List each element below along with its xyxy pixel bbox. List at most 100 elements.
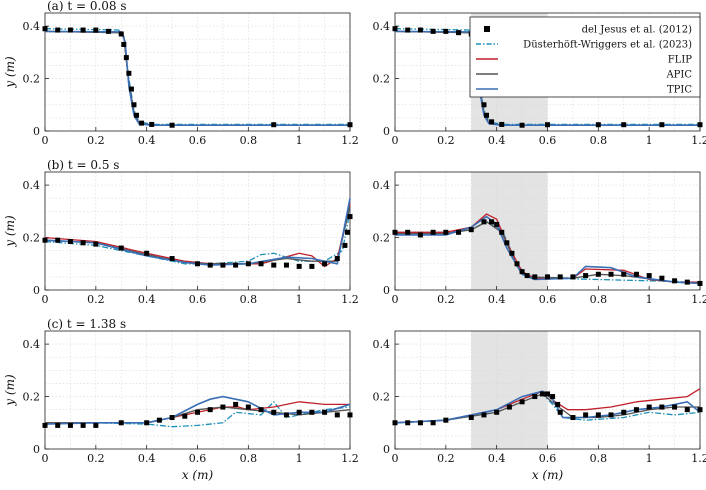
data-point-del-jesus <box>519 122 525 128</box>
data-point-del-jesus <box>557 409 563 415</box>
data-point-del-jesus <box>697 407 703 413</box>
y-axis-label: y (m) <box>3 374 17 407</box>
data-point-del-jesus <box>220 262 226 268</box>
x-tick-label: 0.6 <box>539 452 557 465</box>
x-tick-label: 1 <box>296 134 303 147</box>
x-tick-label: 1 <box>646 452 653 465</box>
y-tick-label: 0.2 <box>373 391 391 404</box>
x-tick-label: 1 <box>296 293 303 306</box>
data-point-del-jesus <box>583 412 589 418</box>
y-tick-label: 0 <box>33 443 40 456</box>
data-point-del-jesus <box>499 121 505 127</box>
data-point-del-jesus <box>283 262 289 268</box>
data-point-del-jesus <box>570 415 576 421</box>
data-point-del-jesus <box>118 31 124 37</box>
series-line-tpic <box>44 395 351 425</box>
data-point-del-jesus <box>697 122 703 128</box>
panel-title: (b) t = 0.5 s <box>47 158 119 172</box>
data-point-del-jesus <box>456 229 462 235</box>
y-tick-label: 0.2 <box>23 391 41 404</box>
x-tick-label: 0.2 <box>87 452 105 465</box>
data-point-del-jesus <box>481 102 487 108</box>
data-point-del-jesus <box>468 415 474 421</box>
x-tick-label: 0 <box>42 452 49 465</box>
data-point-del-jesus <box>322 261 328 267</box>
y-tick-label: 0.4 <box>23 338 41 351</box>
data-point-del-jesus <box>443 229 449 235</box>
y-tick-label: 0.4 <box>373 179 391 192</box>
data-point-del-jesus <box>392 420 398 426</box>
x-tick-label: 0.8 <box>240 452 258 465</box>
data-point-del-jesus <box>93 27 99 33</box>
data-point-del-jesus <box>258 407 264 413</box>
data-point-del-jesus <box>504 240 510 246</box>
x-tick-label: 1.2 <box>341 293 359 306</box>
x-tick-label: 0.8 <box>240 293 258 306</box>
data-point-del-jesus <box>207 262 213 268</box>
legend-label-del_jesus: del Jesus et al. (2012) <box>582 25 692 36</box>
data-point-del-jesus <box>646 404 652 410</box>
data-point-del-jesus <box>121 41 127 47</box>
data-point-del-jesus <box>42 237 48 243</box>
data-point-del-jesus <box>697 280 703 286</box>
data-point-del-jesus <box>557 274 563 280</box>
data-point-del-jesus <box>430 28 436 34</box>
x-tick-label: 1.2 <box>691 293 706 306</box>
data-point-del-jesus <box>80 240 86 246</box>
x-tick-label: 1 <box>646 134 653 147</box>
data-point-del-jesus <box>684 279 690 285</box>
data-point-del-jesus <box>524 273 530 279</box>
data-point-del-jesus <box>334 256 340 262</box>
x-tick-label: 0 <box>42 134 49 147</box>
data-point-del-jesus <box>570 274 576 280</box>
x-tick-label: 1.2 <box>691 452 706 465</box>
x-tick-label: 0.8 <box>590 293 608 306</box>
data-point-del-jesus <box>118 420 124 426</box>
data-point-del-jesus <box>532 274 538 280</box>
x-tick-label: 0.4 <box>488 293 506 306</box>
data-point-del-jesus <box>405 27 411 33</box>
data-point-del-jesus <box>67 422 73 428</box>
data-point-del-jesus <box>169 415 175 421</box>
data-point-del-jesus <box>417 27 423 33</box>
data-point-del-jesus <box>481 412 487 418</box>
data-point-del-jesus <box>144 250 150 256</box>
data-point-del-jesus <box>468 227 474 233</box>
data-point-del-jesus <box>430 420 436 426</box>
data-point-del-jesus <box>595 122 601 128</box>
data-point-del-jesus <box>134 112 139 118</box>
x-tick-label: 0.4 <box>138 134 156 147</box>
y-axis-label: y (m) <box>3 56 17 89</box>
x-tick-label: 0.8 <box>590 134 608 147</box>
data-point-del-jesus <box>233 401 239 407</box>
data-point-del-jesus <box>42 26 48 32</box>
x-tick-label: 0.4 <box>138 293 156 306</box>
legend: del Jesus et al. (2012) Düsterhöft-Wrigge… <box>469 16 701 98</box>
data-point-del-jesus <box>207 407 213 413</box>
data-point-del-jesus <box>405 229 411 235</box>
data-point-del-jesus <box>55 27 61 33</box>
data-point-del-jesus <box>443 28 449 34</box>
data-point-del-jesus <box>55 422 61 428</box>
x-tick-label: 0.6 <box>539 134 557 147</box>
data-point-del-jesus <box>93 241 99 247</box>
data-point-del-jesus <box>344 229 350 235</box>
data-point-del-jesus <box>106 28 112 34</box>
data-point-del-jesus <box>169 122 175 128</box>
panel-title: (a) t = 0.08 s <box>47 0 127 13</box>
shaded-region <box>471 172 548 290</box>
data-point-del-jesus <box>417 232 423 238</box>
y-tick-label: 0.4 <box>23 20 41 33</box>
data-point-del-jesus <box>126 70 132 76</box>
panel-b-left: 0 0.2 0.4 0.6 0.8 1 1.2 0 0.2 0.4 y (m) (b) t = 0.5… <box>3 158 359 306</box>
data-point-del-jesus <box>342 242 348 248</box>
panels-layer: 0 0.2 0.4 0.6 0.8 1 1.2 0 0.2 0.4 y (m) (a) t = 0.0… <box>3 0 706 482</box>
data-point-del-jesus <box>156 417 162 423</box>
data-point-del-jesus <box>220 404 226 410</box>
y-tick-label: 0 <box>383 125 390 138</box>
data-point-del-jesus <box>123 55 129 61</box>
x-tick-label: 0.2 <box>437 452 455 465</box>
x-tick-label: 0.2 <box>437 293 455 306</box>
data-point-del-jesus <box>67 238 73 244</box>
